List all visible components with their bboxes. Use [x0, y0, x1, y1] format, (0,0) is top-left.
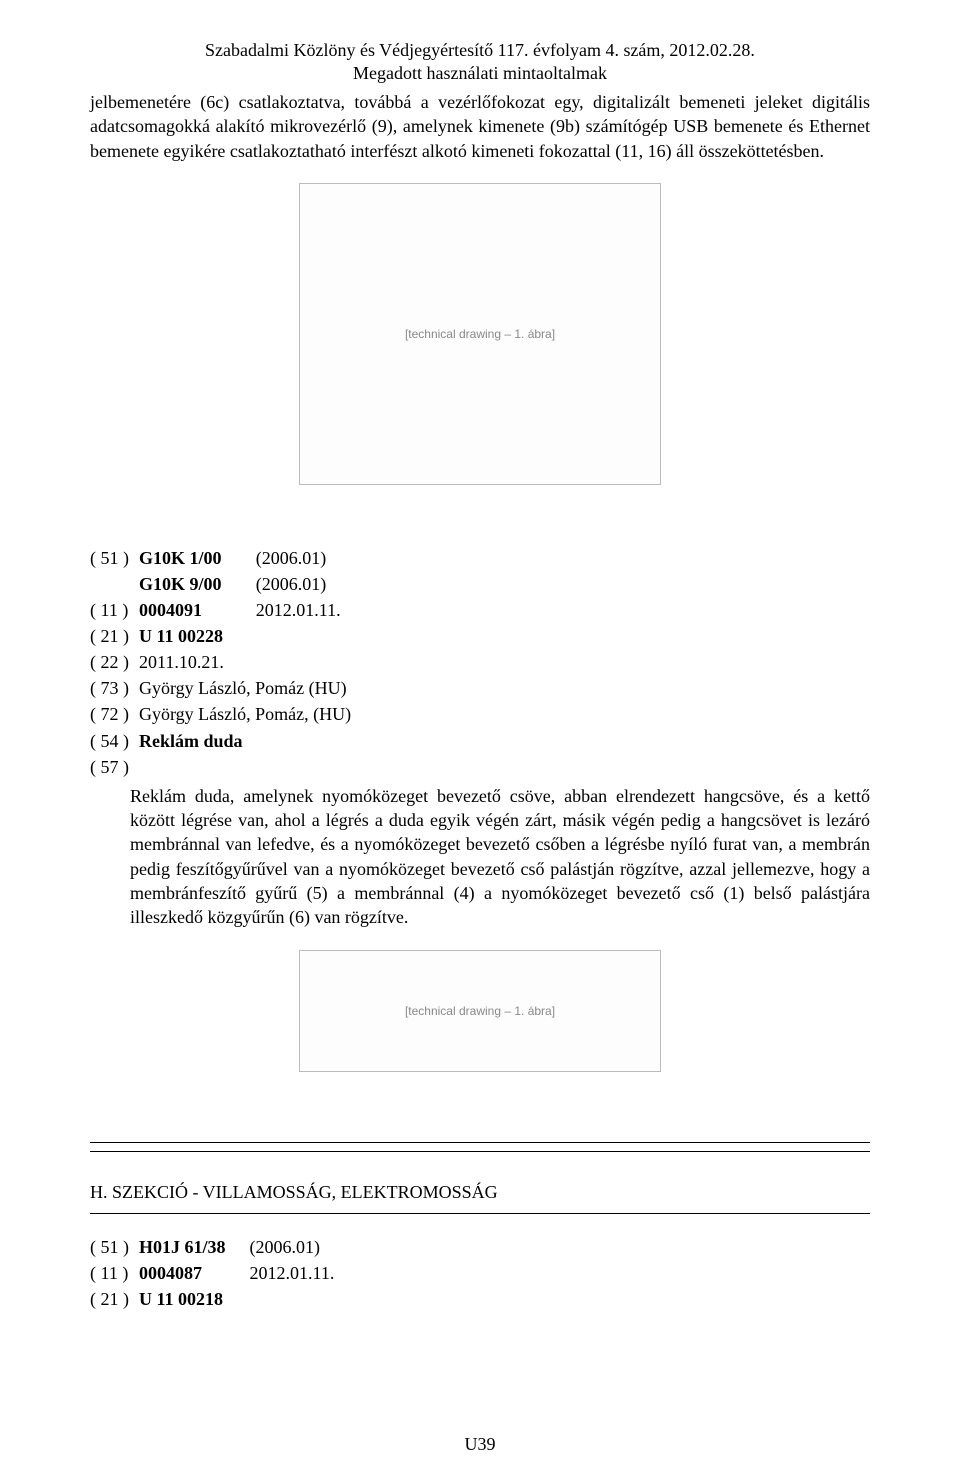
inid-value: György László, Pomáz, (HU): [139, 701, 375, 727]
table-row: ( 72 ) György László, Pomáz, (HU): [90, 701, 375, 727]
publication-number: 0004091: [139, 600, 202, 620]
table-row: ( 54 ) Reklám duda: [90, 728, 375, 754]
inid-extra: 2012.01.11.: [250, 1260, 359, 1286]
figure-1-placeholder: [technical drawing – 1. ábra]: [299, 183, 661, 485]
inid-value: [139, 754, 375, 780]
section-h-title: H. SZEKCIÓ - VILLAMOSSÁG, ELEKTROMOSSÁG: [90, 1182, 870, 1203]
table-row: ( 51 ) G10K 1/00 (2006.01): [90, 545, 375, 571]
application-number: U 11 00218: [139, 1289, 223, 1309]
classification-code: G10K 1/00: [139, 548, 222, 568]
inid-code: ( 21 ): [90, 623, 139, 649]
entry-1-abstract: Reklám duda, amelynek nyomóközeget bevez…: [130, 784, 870, 930]
inid-extra: 2012.01.11.: [256, 597, 375, 623]
inid-extra: (2006.01): [256, 545, 375, 571]
table-row: ( 51 ) H01J 61/38 (2006.01): [90, 1234, 358, 1260]
table-row: ( 22 ) 2011.10.21.: [90, 649, 375, 675]
table-row: ( 11 ) 0004087 2012.01.11.: [90, 1260, 358, 1286]
inid-value: U 11 00228: [139, 623, 375, 649]
inid-value: G10K 9/00: [139, 571, 256, 597]
inid-code: ( 22 ): [90, 649, 139, 675]
publication-number: 0004087: [139, 1263, 202, 1283]
rule: [90, 1151, 870, 1152]
inid-code: ( 73 ): [90, 675, 139, 701]
inid-value: G10K 1/00: [139, 545, 256, 571]
entry-2-table: ( 51 ) H01J 61/38 (2006.01) ( 11 ) 00040…: [90, 1234, 358, 1312]
inid-extra: (2006.01): [256, 571, 375, 597]
page-number: U39: [0, 1434, 960, 1455]
inid-value: U 11 00218: [139, 1286, 358, 1312]
inid-code: ( 57 ): [90, 754, 139, 780]
inid-code: ( 51 ): [90, 545, 139, 571]
rule: [90, 1213, 870, 1214]
inid-code: ( 21 ): [90, 1286, 139, 1312]
entry-1-table: ( 51 ) G10K 1/00 (2006.01) G10K 9/00 (20…: [90, 545, 375, 780]
table-row: G10K 9/00 (2006.01): [90, 571, 375, 597]
inid-value: H01J 61/38: [139, 1234, 250, 1260]
classification-code: G10K 9/00: [139, 574, 222, 594]
page: Szabadalmi Közlöny és Védjegyértesítő 11…: [0, 0, 960, 1479]
inid-code: ( 54 ): [90, 728, 139, 754]
section-divider: [90, 1142, 870, 1152]
inid-code: ( 11 ): [90, 1260, 139, 1286]
inid-code: ( 72 ): [90, 701, 139, 727]
inid-value: 0004087: [139, 1260, 250, 1286]
inid-value: 0004091: [139, 597, 256, 623]
table-row: ( 57 ): [90, 754, 375, 780]
table-row: ( 11 ) 0004091 2012.01.11.: [90, 597, 375, 623]
inid-value: György László, Pomáz (HU): [139, 675, 375, 701]
header-line-1: Szabadalmi Közlöny és Védjegyértesítő 11…: [90, 40, 870, 61]
table-row: ( 21 ) U 11 00218: [90, 1286, 358, 1312]
inid-value: Reklám duda: [139, 728, 375, 754]
table-row: ( 73 ) György László, Pomáz (HU): [90, 675, 375, 701]
inid-value: 2011.10.21.: [139, 649, 375, 675]
top-paragraph: jelbemenetére (6c) csatlakoztatva, továb…: [90, 90, 870, 163]
inid-code: ( 51 ): [90, 1234, 139, 1260]
figure-1-block: [technical drawing – 1. ábra]: [90, 183, 870, 485]
figure-2-block: [technical drawing – 1. ábra]: [90, 950, 870, 1072]
table-row: ( 21 ) U 11 00228: [90, 623, 375, 649]
inid-extra: (2006.01): [250, 1234, 359, 1260]
application-number: U 11 00228: [139, 626, 223, 646]
rule: [90, 1142, 870, 1143]
title: Reklám duda: [139, 731, 243, 751]
inid-code: ( 11 ): [90, 597, 139, 623]
inid-code: [90, 571, 139, 597]
header-line-2: Megadott használati mintaoltalmak: [90, 63, 870, 84]
classification-code: H01J 61/38: [139, 1237, 226, 1257]
figure-2-placeholder: [technical drawing – 1. ábra]: [299, 950, 661, 1072]
